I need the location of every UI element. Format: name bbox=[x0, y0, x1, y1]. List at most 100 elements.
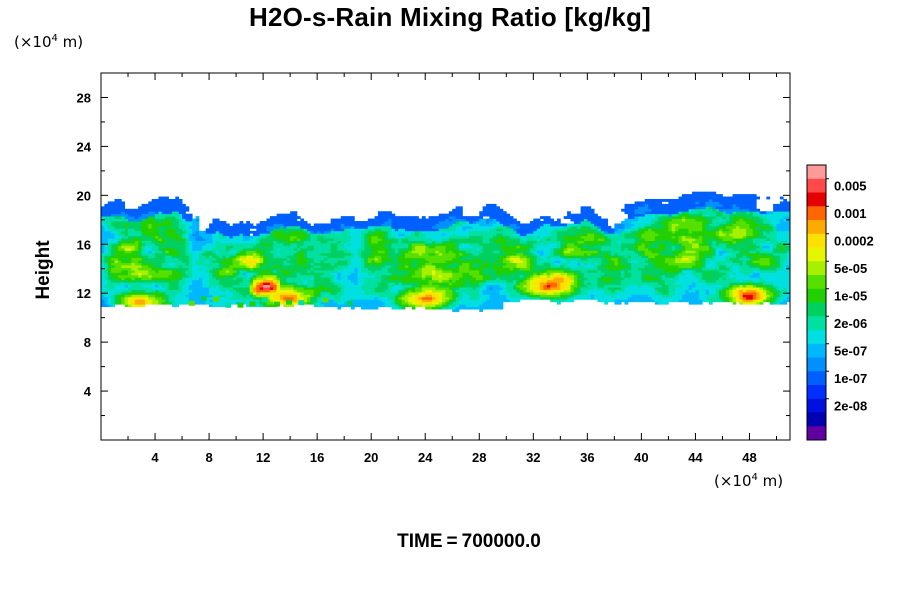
field-cell bbox=[303, 252, 308, 256]
field-cell bbox=[161, 255, 166, 259]
field-cell bbox=[469, 277, 473, 281]
field-cell bbox=[266, 240, 271, 244]
field-cell bbox=[334, 255, 338, 259]
field-cell bbox=[168, 225, 173, 229]
field-cell bbox=[222, 274, 227, 278]
field-cell bbox=[151, 255, 156, 259]
field-cell bbox=[165, 238, 169, 241]
field-cell bbox=[337, 267, 342, 271]
field-cell bbox=[286, 262, 291, 266]
field-cell bbox=[408, 267, 413, 271]
field-cell bbox=[496, 247, 500, 251]
field-cell bbox=[438, 218, 443, 222]
field-cell bbox=[273, 228, 278, 232]
field-cell bbox=[472, 299, 477, 303]
field-cell bbox=[198, 252, 203, 256]
field-cell bbox=[445, 306, 450, 310]
field-cell bbox=[546, 252, 551, 256]
field-cell bbox=[168, 255, 173, 259]
field-cell bbox=[212, 301, 217, 305]
field-cell bbox=[455, 257, 460, 261]
field-cell bbox=[175, 235, 180, 239]
field-cell bbox=[266, 228, 271, 232]
field-cell bbox=[516, 272, 521, 276]
field-cell bbox=[388, 289, 392, 293]
field-cell bbox=[536, 274, 541, 278]
field-cell bbox=[313, 235, 318, 239]
field-cell bbox=[479, 238, 484, 241]
field-cell bbox=[124, 301, 129, 305]
field-cell bbox=[246, 245, 251, 249]
field-cell bbox=[212, 267, 217, 271]
field-cell bbox=[529, 225, 534, 229]
field-cell bbox=[134, 289, 139, 293]
field-cell bbox=[442, 304, 446, 308]
field-cell bbox=[117, 282, 122, 286]
field-cell bbox=[232, 299, 237, 303]
field-cell bbox=[526, 274, 531, 278]
field-cell bbox=[195, 272, 200, 276]
field-cell bbox=[489, 301, 494, 305]
field-cell bbox=[509, 289, 514, 293]
field-cell bbox=[276, 228, 281, 232]
field-cell bbox=[381, 272, 386, 276]
field-cell bbox=[121, 301, 126, 305]
field-cell bbox=[111, 279, 115, 283]
field-cell bbox=[475, 294, 480, 298]
field-cell bbox=[269, 230, 274, 234]
field-cell bbox=[185, 247, 190, 251]
field-cell bbox=[543, 216, 548, 219]
field-cell bbox=[212, 247, 217, 251]
field-cell bbox=[344, 277, 348, 281]
field-cell bbox=[489, 287, 494, 290]
field-cell bbox=[185, 240, 190, 244]
field-cell bbox=[155, 255, 159, 259]
field-cell bbox=[283, 260, 288, 264]
field-cell bbox=[242, 260, 247, 264]
field-cell bbox=[496, 245, 500, 249]
field-cell bbox=[482, 272, 487, 276]
field-cell bbox=[219, 240, 223, 244]
field-cell bbox=[499, 213, 504, 217]
field-cell bbox=[411, 238, 416, 241]
field-cell bbox=[111, 247, 115, 251]
field-cell bbox=[496, 225, 500, 229]
field-cell bbox=[148, 230, 153, 234]
field-cell bbox=[290, 238, 294, 241]
field-cell bbox=[509, 296, 514, 300]
field-cell bbox=[377, 274, 382, 278]
field-cell bbox=[198, 267, 203, 271]
field-cell bbox=[337, 225, 342, 229]
field-cell bbox=[188, 218, 193, 222]
field-cell bbox=[117, 287, 122, 290]
field-cell bbox=[104, 221, 109, 224]
field-cell bbox=[151, 272, 156, 276]
field-cell bbox=[408, 250, 413, 254]
field-cell bbox=[128, 216, 132, 219]
field-cell bbox=[404, 282, 409, 286]
field-cell bbox=[519, 233, 524, 237]
field-cell bbox=[111, 274, 115, 278]
field-cell bbox=[408, 284, 413, 288]
field-cell bbox=[431, 296, 436, 300]
field-cell bbox=[479, 294, 484, 298]
field-cell bbox=[171, 245, 176, 249]
field-cell bbox=[421, 255, 426, 259]
field-cell bbox=[148, 228, 153, 232]
field-cell bbox=[158, 238, 163, 241]
field-cell bbox=[155, 284, 159, 288]
field-cell bbox=[421, 250, 426, 254]
field-cell bbox=[266, 225, 271, 229]
field-cell bbox=[394, 250, 399, 254]
field-cell bbox=[175, 267, 180, 271]
field-cell bbox=[283, 225, 288, 229]
field-cell bbox=[401, 260, 406, 264]
field-cell bbox=[371, 221, 375, 224]
field-cell bbox=[252, 284, 257, 288]
field-cell bbox=[459, 230, 463, 234]
field-cell bbox=[499, 306, 504, 310]
field-cell bbox=[158, 223, 163, 227]
field-cell bbox=[188, 245, 193, 249]
field-cell bbox=[391, 257, 396, 261]
field-cell bbox=[263, 284, 267, 288]
